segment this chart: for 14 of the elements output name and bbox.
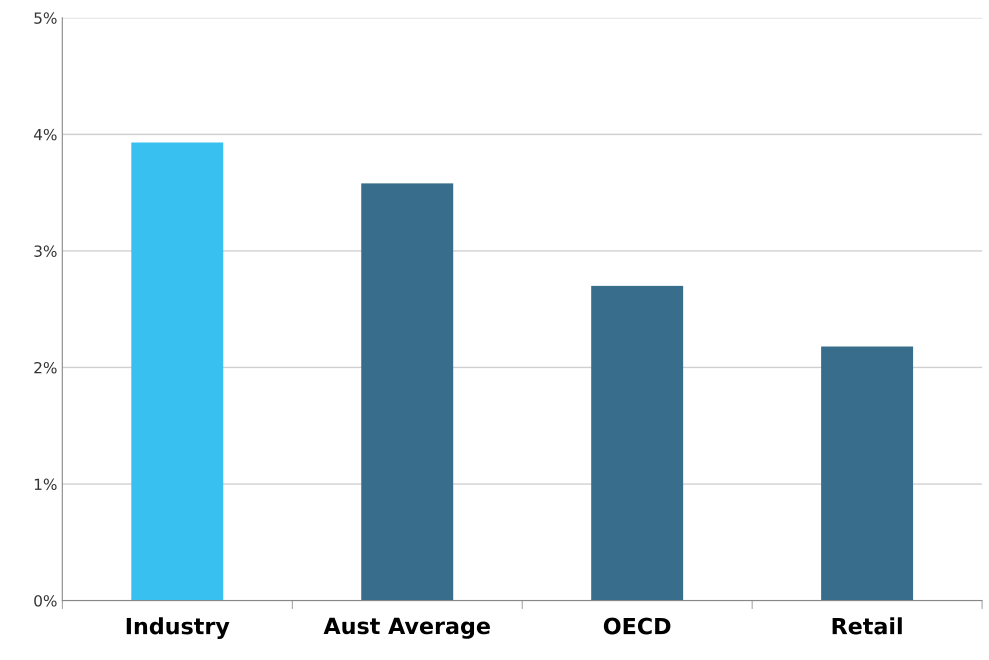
bar	[361, 183, 454, 601]
x-tick-label: Industry	[126, 617, 230, 639]
x-tick-label: OECD	[604, 618, 670, 634]
x-tick-label: Retail	[832, 617, 902, 634]
bar	[821, 346, 914, 601]
bar	[131, 142, 224, 601]
y-tick-label: 5%	[34, 12, 57, 24]
y-tick-label: 1%	[34, 478, 57, 490]
bar	[591, 286, 684, 601]
x-tick-label: Aust Average	[324, 618, 490, 639]
y-tick-label: 0%	[34, 595, 57, 607]
y-tick-label: 4%	[34, 128, 57, 140]
y-tick-label: 2%	[34, 362, 57, 374]
y-tick-label: 3%	[34, 245, 57, 257]
